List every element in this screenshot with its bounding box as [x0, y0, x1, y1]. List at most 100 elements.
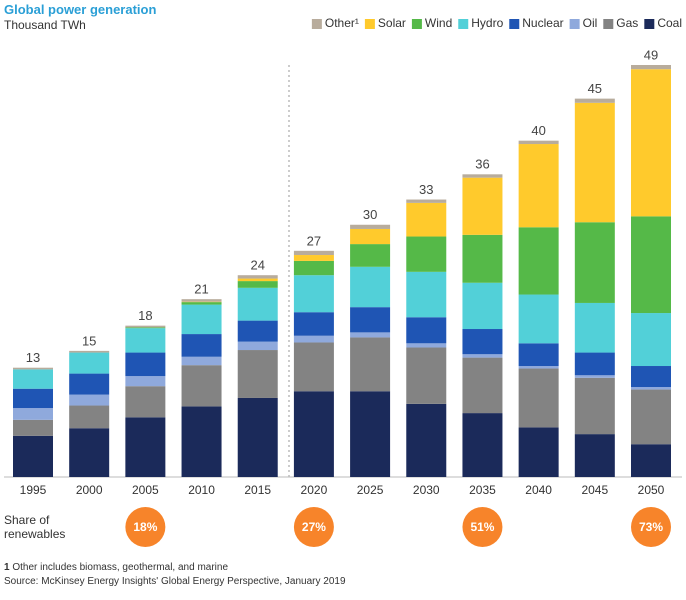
bar-segment	[518, 368, 559, 428]
bar-segment	[574, 98, 615, 103]
x-tick-label: 2025	[357, 483, 384, 497]
legend-swatch	[364, 19, 375, 29]
share-title: Share of renewables	[4, 513, 66, 541]
legend-swatch	[458, 19, 469, 29]
total-label: 15	[82, 333, 96, 348]
share-bubble	[462, 507, 503, 547]
share-label: 73%	[639, 520, 663, 534]
bar-segment	[237, 278, 278, 282]
bar-segment	[237, 281, 278, 288]
x-tick-label: 2045	[581, 483, 608, 497]
bar-segment	[518, 366, 559, 369]
x-tick-label: 2035	[469, 483, 496, 497]
share-label: 51%	[470, 520, 494, 534]
bar-segment	[631, 65, 671, 70]
x-tick-label: 2010	[188, 483, 215, 497]
bar-segment	[293, 260, 334, 276]
bar-segment	[406, 199, 447, 203]
share-bubble	[125, 507, 166, 547]
legend-label: Other¹	[325, 16, 359, 30]
bar-segment	[462, 354, 503, 358]
bar-segment	[350, 266, 391, 308]
bar-segment	[462, 357, 503, 414]
legend-swatch	[509, 19, 520, 29]
bar-segment	[350, 224, 391, 229]
legend-label: Hydro	[471, 16, 503, 30]
x-tick-label: 1995	[20, 483, 47, 497]
bar-segment	[181, 302, 222, 305]
bar-segment	[462, 177, 503, 235]
bar-segment	[125, 417, 166, 477]
bar-segment	[406, 403, 447, 477]
bar-segment	[350, 391, 391, 477]
bar-segment	[181, 304, 222, 335]
bar-segment	[406, 271, 447, 318]
bar-segment	[125, 327, 166, 329]
bar-segment	[350, 337, 391, 392]
bar-segment	[518, 144, 559, 228]
bar-segment	[406, 343, 447, 348]
total-label: 21	[194, 282, 208, 297]
bar-segment	[462, 174, 503, 178]
bar-segment	[293, 255, 334, 261]
bar-segment	[13, 369, 53, 389]
bar-segment	[462, 413, 503, 477]
bar-segment	[181, 334, 222, 357]
bar-segment	[631, 69, 671, 217]
footnote: 1 Other includes biomass, geothermal, an…	[4, 562, 228, 573]
bar-segment	[462, 329, 503, 355]
bar-segment	[350, 244, 391, 267]
bar-segment	[293, 275, 334, 313]
x-tick-label: 2050	[638, 483, 665, 497]
legend-swatch	[569, 19, 580, 29]
bar-segment	[13, 435, 53, 477]
bar-segment	[125, 328, 166, 353]
bar-segment	[574, 102, 615, 223]
source: Source: McKinsey Energy Insights' Global…	[4, 576, 346, 587]
share-bubble	[631, 507, 671, 547]
x-tick-label: 2015	[244, 483, 271, 497]
bar-segment	[125, 352, 166, 377]
legend-label: Wind	[425, 16, 452, 30]
share-label: 18%	[133, 520, 157, 534]
total-label: 30	[363, 207, 377, 222]
total-label: 40	[531, 123, 545, 138]
legend-swatch	[644, 19, 655, 29]
bar-segment	[518, 227, 559, 295]
x-tick-label: 2040	[525, 483, 552, 497]
legend-label: Coal	[657, 16, 682, 30]
bar-segment	[631, 387, 671, 390]
bar-segment	[293, 391, 334, 477]
bar-segment	[69, 352, 110, 374]
x-tick-label: 2000	[76, 483, 103, 497]
bar-segment	[237, 397, 278, 477]
bar-segment	[462, 282, 503, 330]
chart-subtitle: Thousand TWh	[4, 18, 86, 32]
bar-segment	[518, 140, 559, 145]
bar-segment	[350, 228, 391, 245]
bar-segment	[237, 287, 278, 321]
bar-segment	[574, 352, 615, 376]
total-label: 49	[644, 47, 658, 62]
legend-label: Solar	[378, 16, 406, 30]
legend-swatch	[411, 19, 422, 29]
bar-segment	[293, 250, 334, 256]
bar-segment	[69, 373, 110, 395]
total-label: 45	[588, 81, 602, 96]
bar-segment	[237, 341, 278, 351]
bar-segment	[631, 389, 671, 445]
bar-segment	[293, 312, 334, 336]
bar-segment	[574, 375, 615, 378]
bar-segment	[574, 434, 615, 477]
bar-segment	[237, 275, 278, 279]
footnote-marker: 1	[4, 562, 10, 573]
bar-segment	[631, 216, 671, 314]
bar-segment	[518, 294, 559, 344]
x-tick-label: 2020	[301, 483, 328, 497]
bar-segment	[69, 428, 110, 477]
bar-segment	[462, 234, 503, 283]
bar-segment	[181, 406, 222, 477]
bar-segment	[631, 366, 671, 388]
bar-segment	[125, 325, 166, 328]
